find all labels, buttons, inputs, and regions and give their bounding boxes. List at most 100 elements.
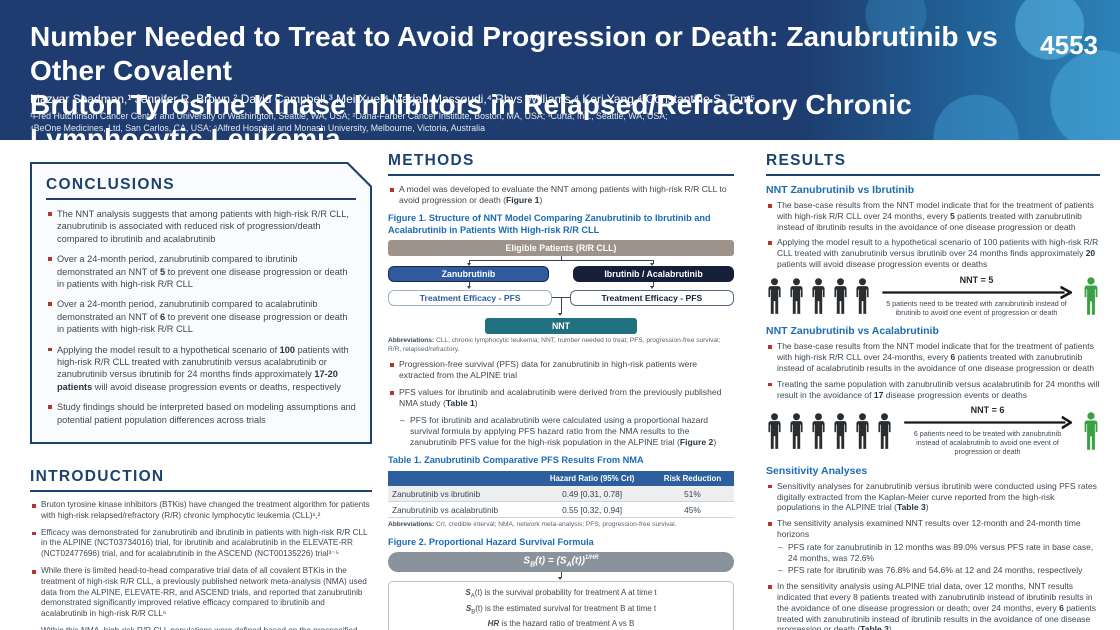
affiliations-line-2: ⁴BeOne Medicines, Ltd, San Carlos, CA, U… <box>30 123 485 133</box>
results-bullet: Applying the model result to a hypotheti… <box>766 237 1100 269</box>
bullet-marker <box>48 212 52 216</box>
connector-line <box>560 256 562 261</box>
bullet-marker <box>768 585 772 589</box>
nnt-graphic-ibrutinib: NNT = 5 5 patients need to be treated wi… <box>766 275 1100 318</box>
bullet-marker <box>768 484 772 489</box>
bullet-marker <box>768 241 772 245</box>
dash-marker: – <box>400 415 405 425</box>
nnt-value-label: NNT = 5 <box>959 274 994 285</box>
conclusion-bullet: Applying the model result to a hypotheti… <box>46 344 356 394</box>
subheading-vs-acalabrutinib: NNT Zanubrutinib vs Acalabrutinib <box>766 325 939 338</box>
arrow-down-icon <box>466 263 471 266</box>
conclusions-box: CONCLUSIONS The NNT analysis suggests th… <box>30 162 372 444</box>
bullet-marker <box>768 204 772 208</box>
person-icon <box>812 412 825 449</box>
figure1-box-nnt: NNT <box>484 318 638 334</box>
intro-bullet: Within this NMA, high-risk R/R CLL popul… <box>30 626 372 630</box>
dash-marker: – <box>778 541 783 552</box>
affiliations: ¹Fred Hutchinson Cancer Center and Unive… <box>30 110 668 134</box>
figure1-caption: Figure 1. Structure of NNT Model Compari… <box>388 213 711 235</box>
figure1-diagram: Eligible Patients (R/R CLL) Zanubrutinib… <box>388 240 734 334</box>
connector-line <box>469 260 471 264</box>
connector-line <box>469 260 653 261</box>
conclusion-bullet: The NNT analysis suggests that among pat… <box>46 208 356 245</box>
person-avoided-event-icon <box>1084 411 1098 450</box>
bullet-marker <box>32 504 36 508</box>
methods-heading: METHODS <box>388 152 734 176</box>
nnt-graphic-acalabrutinib: NNT = 6 6 patients need to be treated wi… <box>766 405 1100 456</box>
arrow-down-icon <box>649 286 654 289</box>
person-icon <box>812 277 825 314</box>
figure1-box-efficacy-left: Treatment Efficacy - PFS <box>388 290 553 306</box>
methods-column: METHODS A model was developed to evaluat… <box>388 140 734 630</box>
conclusion-bullet: Study findings should be interpreted bas… <box>46 401 356 426</box>
person-icon <box>878 412 891 449</box>
figure1-box-comparator: Ibrutinib / Acalabrutinib <box>573 266 734 282</box>
bullet-marker <box>48 257 52 261</box>
methods-bullet: Progression-free survival (PFS) data for… <box>388 359 734 381</box>
bullet-marker <box>390 188 394 192</box>
nnt-arrow-block: NNT = 5 5 patients need to be treated wi… <box>881 275 1072 318</box>
nnt-arrow-block: NNT = 6 6 patients need to be treated wi… <box>903 405 1072 456</box>
person-icon <box>768 412 781 449</box>
introduction-section: INTRODUCTION Bruton tyrosine kinase inhi… <box>30 468 372 630</box>
subheading-vs-ibrutinib: NNT Zanubrutinib vs Ibrutinib <box>766 184 915 196</box>
person-icon <box>768 277 781 314</box>
figure1-box-eligible: Eligible Patients (R/R CLL) <box>388 240 734 256</box>
formula-note: HR is the hazard ratio of treatment A vs… <box>487 619 635 629</box>
bullet-marker <box>768 345 772 349</box>
methods-bullet: PFS values for ibrutinib and acalabrutin… <box>388 387 734 409</box>
sensitivity-bullet: In the sensitivity analysis using ALPINE… <box>766 581 1100 630</box>
connector-line <box>561 572 562 578</box>
person-icon <box>856 412 869 449</box>
title-line-2: Bruton Tyrosine Kinase Inhibitors in Rel… <box>30 89 912 140</box>
subheading-sensitivity: Sensitivity Analyses <box>766 464 868 477</box>
bullet-marker <box>48 405 52 409</box>
table-1: Hazard Ratio (95% CrI) Risk Reduction Za… <box>388 470 734 518</box>
methods-sub-bullet: – PFS for ibrutinib and acalabrutinib wer… <box>400 415 717 447</box>
sensitivity-sub-bullet: – PFS rate for ibrutinib was 76.8% and 54… <box>778 565 1083 576</box>
arrow-down-icon <box>558 577 563 580</box>
arrow-down-icon <box>466 286 471 289</box>
figure1-box-zanubrutinib: Zanubrutinib <box>388 266 549 282</box>
sensitivity-bullet: Sensitivity analyses for zanubrutinib ve… <box>766 481 1100 513</box>
dash-marker: – <box>778 565 783 576</box>
bullet-marker <box>768 522 772 526</box>
sensitivity-bullet: The sensitivity analysis examined NNT re… <box>766 518 1100 540</box>
arrow-down-icon <box>558 313 563 316</box>
results-bullet: Treating the same population with zanubr… <box>766 379 1100 401</box>
person-icon <box>834 277 847 314</box>
introduction-heading: INTRODUCTION <box>30 468 372 493</box>
sensitivity-sub-bullet: – PFS rate for zanubrutinib in 12 months … <box>778 541 1094 563</box>
intro-bullet: While there is limited head-to-head comp… <box>30 566 372 620</box>
connector-line <box>652 260 654 264</box>
authors-line: Mazyar Shadman,¹ Jennifer R. Brown,² Dav… <box>30 92 756 106</box>
nnt-value-label: NNT = 6 <box>970 405 1005 416</box>
methods-bullet: A model was developed to evaluate the NN… <box>388 184 734 206</box>
intro-bullet: Bruton tyrosine kinase inhibitors (BTKis… <box>30 500 372 522</box>
intro-bullet: Efficacy was demonstrated for zanubrutin… <box>30 528 372 560</box>
table-row: Zanubrutinib vs ibrutinib 0.49 [0.31, 0.7… <box>388 486 734 502</box>
formula-connector <box>388 572 734 581</box>
conclusion-bullet: Over a 24-month period, zanubrutinib com… <box>46 298 356 335</box>
person-icon <box>856 277 869 314</box>
survival-formula: SB(t) = (SA(t))1/HR <box>523 555 599 569</box>
figure1-box-efficacy-right: Treatment Efficacy - PFS <box>569 290 734 306</box>
title-line-1: Number Needed to Treat to Avoid Progress… <box>30 21 998 86</box>
results-column: RESULTS NNT Zanubrutinib vs Ibrutinib Th… <box>766 140 1100 630</box>
bullet-marker <box>48 302 52 306</box>
connector-line <box>560 297 562 314</box>
figure2-notes: SA(t) is the survival probability for tr… <box>388 581 734 630</box>
person-icon <box>790 277 803 314</box>
table1-title: Table 1. Zanubrutinib Comparative PFS Re… <box>388 455 644 465</box>
nnt-arrow-caption: 5 patients need to be treated with zanub… <box>886 298 1067 317</box>
results-bullet: The base-case results from the NNT model… <box>766 341 1100 373</box>
table-header-row: Hazard Ratio (95% CrI) Risk Reduction <box>388 470 734 486</box>
bullet-marker <box>32 531 36 536</box>
conclusion-bullet: Over a 24-month period, zanubrutinib com… <box>46 253 356 290</box>
header-cells-decoration <box>800 0 1120 140</box>
header: Number Needed to Treat to Avoid Progress… <box>0 0 1120 140</box>
table-row: Zanubrutinib vs acalabrutinib 0.55 [0.32,… <box>388 501 734 518</box>
formula-note: SB(t) is the estimated survival for trea… <box>465 603 657 616</box>
